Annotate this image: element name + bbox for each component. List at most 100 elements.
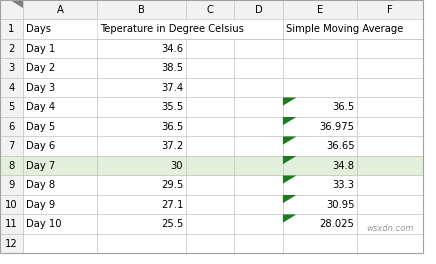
Bar <box>186 20 234 39</box>
Text: 34.8: 34.8 <box>333 161 354 171</box>
Text: Day 4: Day 4 <box>26 102 55 112</box>
Bar <box>0 214 23 234</box>
Polygon shape <box>283 176 296 184</box>
Text: 36.5: 36.5 <box>332 102 354 112</box>
Bar <box>0 195 23 214</box>
Bar <box>0 176 23 195</box>
Bar <box>97 59 186 78</box>
Text: 6: 6 <box>8 122 15 132</box>
Bar <box>97 20 283 39</box>
Bar <box>0 234 23 253</box>
Polygon shape <box>283 97 296 106</box>
Text: 28.025: 28.025 <box>320 219 354 229</box>
Text: Day 8: Day 8 <box>26 180 55 190</box>
Bar <box>23 156 97 176</box>
Bar <box>186 156 234 176</box>
Bar <box>283 117 357 136</box>
Bar <box>186 117 234 136</box>
Text: 36.65: 36.65 <box>326 141 354 151</box>
Bar <box>357 156 423 176</box>
Bar <box>186 176 234 195</box>
Text: E: E <box>317 5 323 15</box>
Bar <box>23 214 97 234</box>
Bar <box>97 156 186 176</box>
Bar <box>23 20 97 39</box>
Text: 29.5: 29.5 <box>161 180 183 190</box>
Bar <box>186 156 234 176</box>
Bar <box>97 136 186 156</box>
Text: C: C <box>207 5 214 15</box>
Bar <box>283 0 357 20</box>
Polygon shape <box>283 117 296 125</box>
Bar <box>0 97 23 117</box>
Bar <box>0 39 23 59</box>
Text: wsxdn.com: wsxdn.com <box>366 224 414 233</box>
Bar <box>97 0 186 20</box>
Bar <box>97 97 186 117</box>
Text: A: A <box>57 5 64 15</box>
Bar <box>357 20 423 39</box>
Bar <box>357 59 423 78</box>
Bar <box>23 78 97 97</box>
Text: 27.1: 27.1 <box>161 200 183 210</box>
Text: 12: 12 <box>5 239 18 249</box>
Bar <box>23 97 97 117</box>
Bar <box>357 0 423 20</box>
Bar <box>357 39 423 59</box>
Bar <box>283 195 357 214</box>
Text: 38.5: 38.5 <box>161 63 183 73</box>
Text: 2: 2 <box>8 44 15 54</box>
Bar <box>97 78 186 97</box>
Bar <box>234 156 283 176</box>
Bar <box>234 0 283 20</box>
Bar <box>234 59 283 78</box>
Bar <box>283 176 357 195</box>
Text: 5: 5 <box>8 102 15 112</box>
Bar <box>0 234 23 253</box>
Bar <box>23 156 97 176</box>
Bar <box>283 214 357 234</box>
Bar <box>283 136 357 156</box>
Bar <box>0 59 23 78</box>
Polygon shape <box>283 156 296 164</box>
Bar <box>97 20 283 39</box>
Bar <box>186 78 234 97</box>
Bar <box>97 195 186 214</box>
Polygon shape <box>283 214 296 223</box>
Text: 33.3: 33.3 <box>333 180 354 190</box>
Bar <box>283 20 423 39</box>
Text: Simple Moving Average: Simple Moving Average <box>286 24 403 34</box>
Bar <box>357 78 423 97</box>
Bar <box>23 39 97 59</box>
Bar <box>234 156 283 176</box>
Bar <box>97 234 186 253</box>
Text: 10: 10 <box>5 200 18 210</box>
Bar <box>0 117 23 136</box>
Text: Day 10: Day 10 <box>26 219 61 229</box>
Text: Day 9: Day 9 <box>26 200 55 210</box>
Bar <box>283 234 357 253</box>
Bar <box>186 97 234 117</box>
Bar <box>0 156 23 176</box>
Bar <box>186 136 234 156</box>
Bar <box>357 117 423 136</box>
Bar <box>0 195 23 214</box>
Bar <box>0 117 23 136</box>
Bar <box>234 20 283 39</box>
Text: Teperature in Degree Celsius: Teperature in Degree Celsius <box>100 24 244 34</box>
Bar <box>234 195 283 214</box>
Bar <box>97 176 186 195</box>
Text: 34.6: 34.6 <box>161 44 183 54</box>
Text: 36.5: 36.5 <box>161 122 183 132</box>
Text: 11: 11 <box>5 219 18 229</box>
Bar <box>357 195 423 214</box>
Text: D: D <box>255 5 262 15</box>
Bar <box>23 0 97 20</box>
Polygon shape <box>10 0 23 8</box>
Text: Day 3: Day 3 <box>26 83 55 93</box>
Text: 3: 3 <box>8 63 14 73</box>
Bar <box>357 176 423 195</box>
Bar <box>186 0 234 20</box>
Bar <box>283 0 357 20</box>
Text: 37.4: 37.4 <box>161 83 183 93</box>
